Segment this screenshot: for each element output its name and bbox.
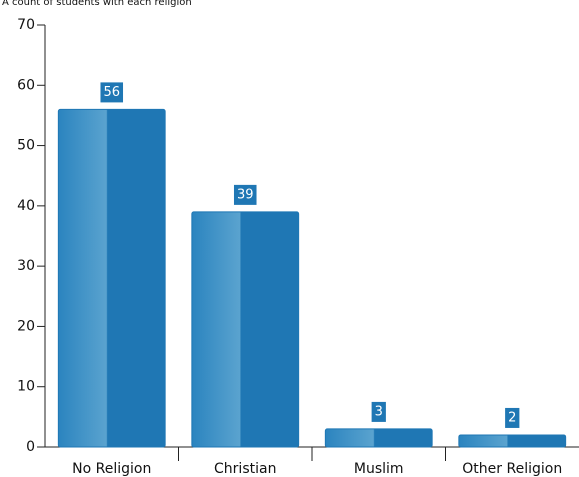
x-tick-label: No Religion (72, 461, 151, 477)
value-label-box (505, 407, 520, 428)
bar (458, 434, 567, 448)
value-label-box (233, 184, 257, 205)
y-tick-label: 70 (17, 17, 35, 33)
value-label: 2 (508, 410, 516, 425)
y-tick-label: 10 (17, 379, 35, 395)
x-tick-label: Muslim (354, 461, 404, 477)
x-tick-label: Christian (214, 461, 276, 477)
y-tick-label: 20 (17, 318, 35, 334)
bar (191, 211, 300, 448)
value-label: 39 (237, 187, 254, 202)
y-tick-label: 60 (17, 77, 35, 93)
bar (324, 428, 433, 448)
x-tick-label: Other Religion (462, 461, 562, 477)
y-tick-label: 0 (26, 439, 35, 455)
chart-subtitle: A count of students with each religion (2, 0, 192, 8)
y-tick-label: 50 (17, 138, 35, 154)
value-label: 3 (375, 404, 383, 419)
bar (57, 108, 166, 448)
y-tick-label: 40 (17, 198, 35, 214)
y-tick-label: 30 (17, 258, 35, 274)
value-label-box (100, 82, 124, 103)
value-label: 56 (103, 85, 120, 100)
value-label-box (371, 401, 386, 422)
